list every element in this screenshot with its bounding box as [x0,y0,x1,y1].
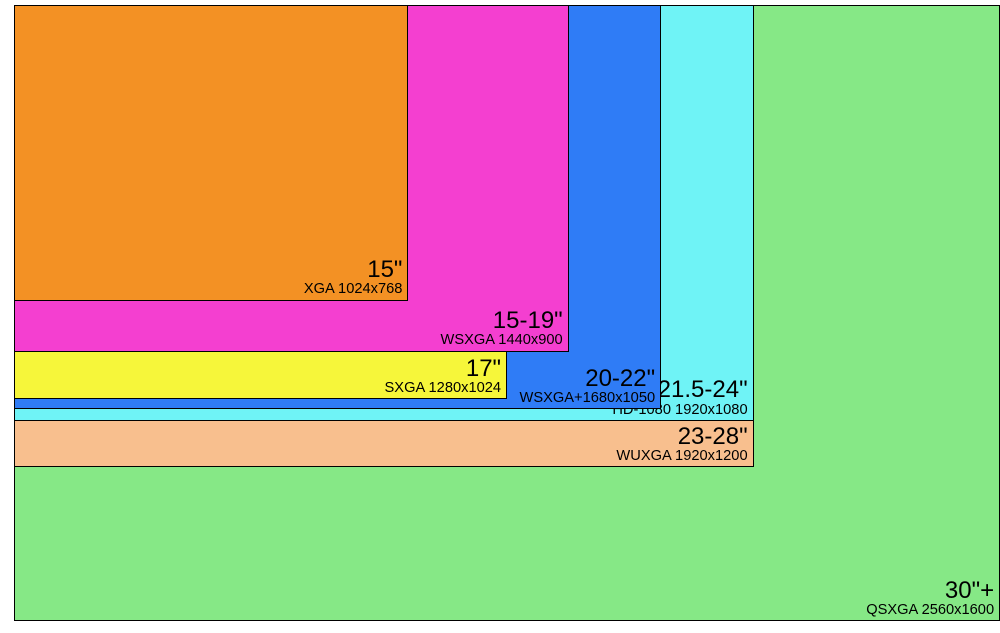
resolution-label-wsxgap: 20-22"WSXGA+1680x1050 [519,366,655,407]
resolution-size-text: 15" [304,257,403,282]
resolution-label-xga: 15"XGA 1024x768 [304,257,403,298]
resolution-spec-text: WSXGA 1440x900 [440,333,562,348]
resolution-size-text: 23-28" [616,424,747,449]
resolution-label-sxga: 17"SXGA 1280x1024 [385,356,502,397]
resolution-diagram: 30"+QSXGA 2560x1600 23-28"WUXGA 1920x1200… [0,0,1000,633]
resolution-spec-text: WUXGA 1920x1200 [616,449,747,464]
resolution-spec-text: WSXGA+1680x1050 [519,391,655,406]
resolution-size-text: 20-22" [519,366,655,391]
resolution-label-qsxga: 30"+QSXGA 2560x1600 [866,578,994,619]
resolution-spec-text: SXGA 1280x1024 [385,381,502,396]
resolution-label-wuxga: 23-28"WUXGA 1920x1200 [616,424,747,465]
resolution-spec-text: XGA 1024x768 [304,282,403,297]
resolution-label-wsxga: 15-19"WSXGA 1440x900 [440,308,562,349]
resolution-size-text: 15-19" [440,308,562,333]
resolution-spec-text: QSXGA 2560x1600 [866,603,994,618]
resolution-size-text: 30"+ [866,578,994,603]
resolution-size-text: 17" [385,356,502,381]
